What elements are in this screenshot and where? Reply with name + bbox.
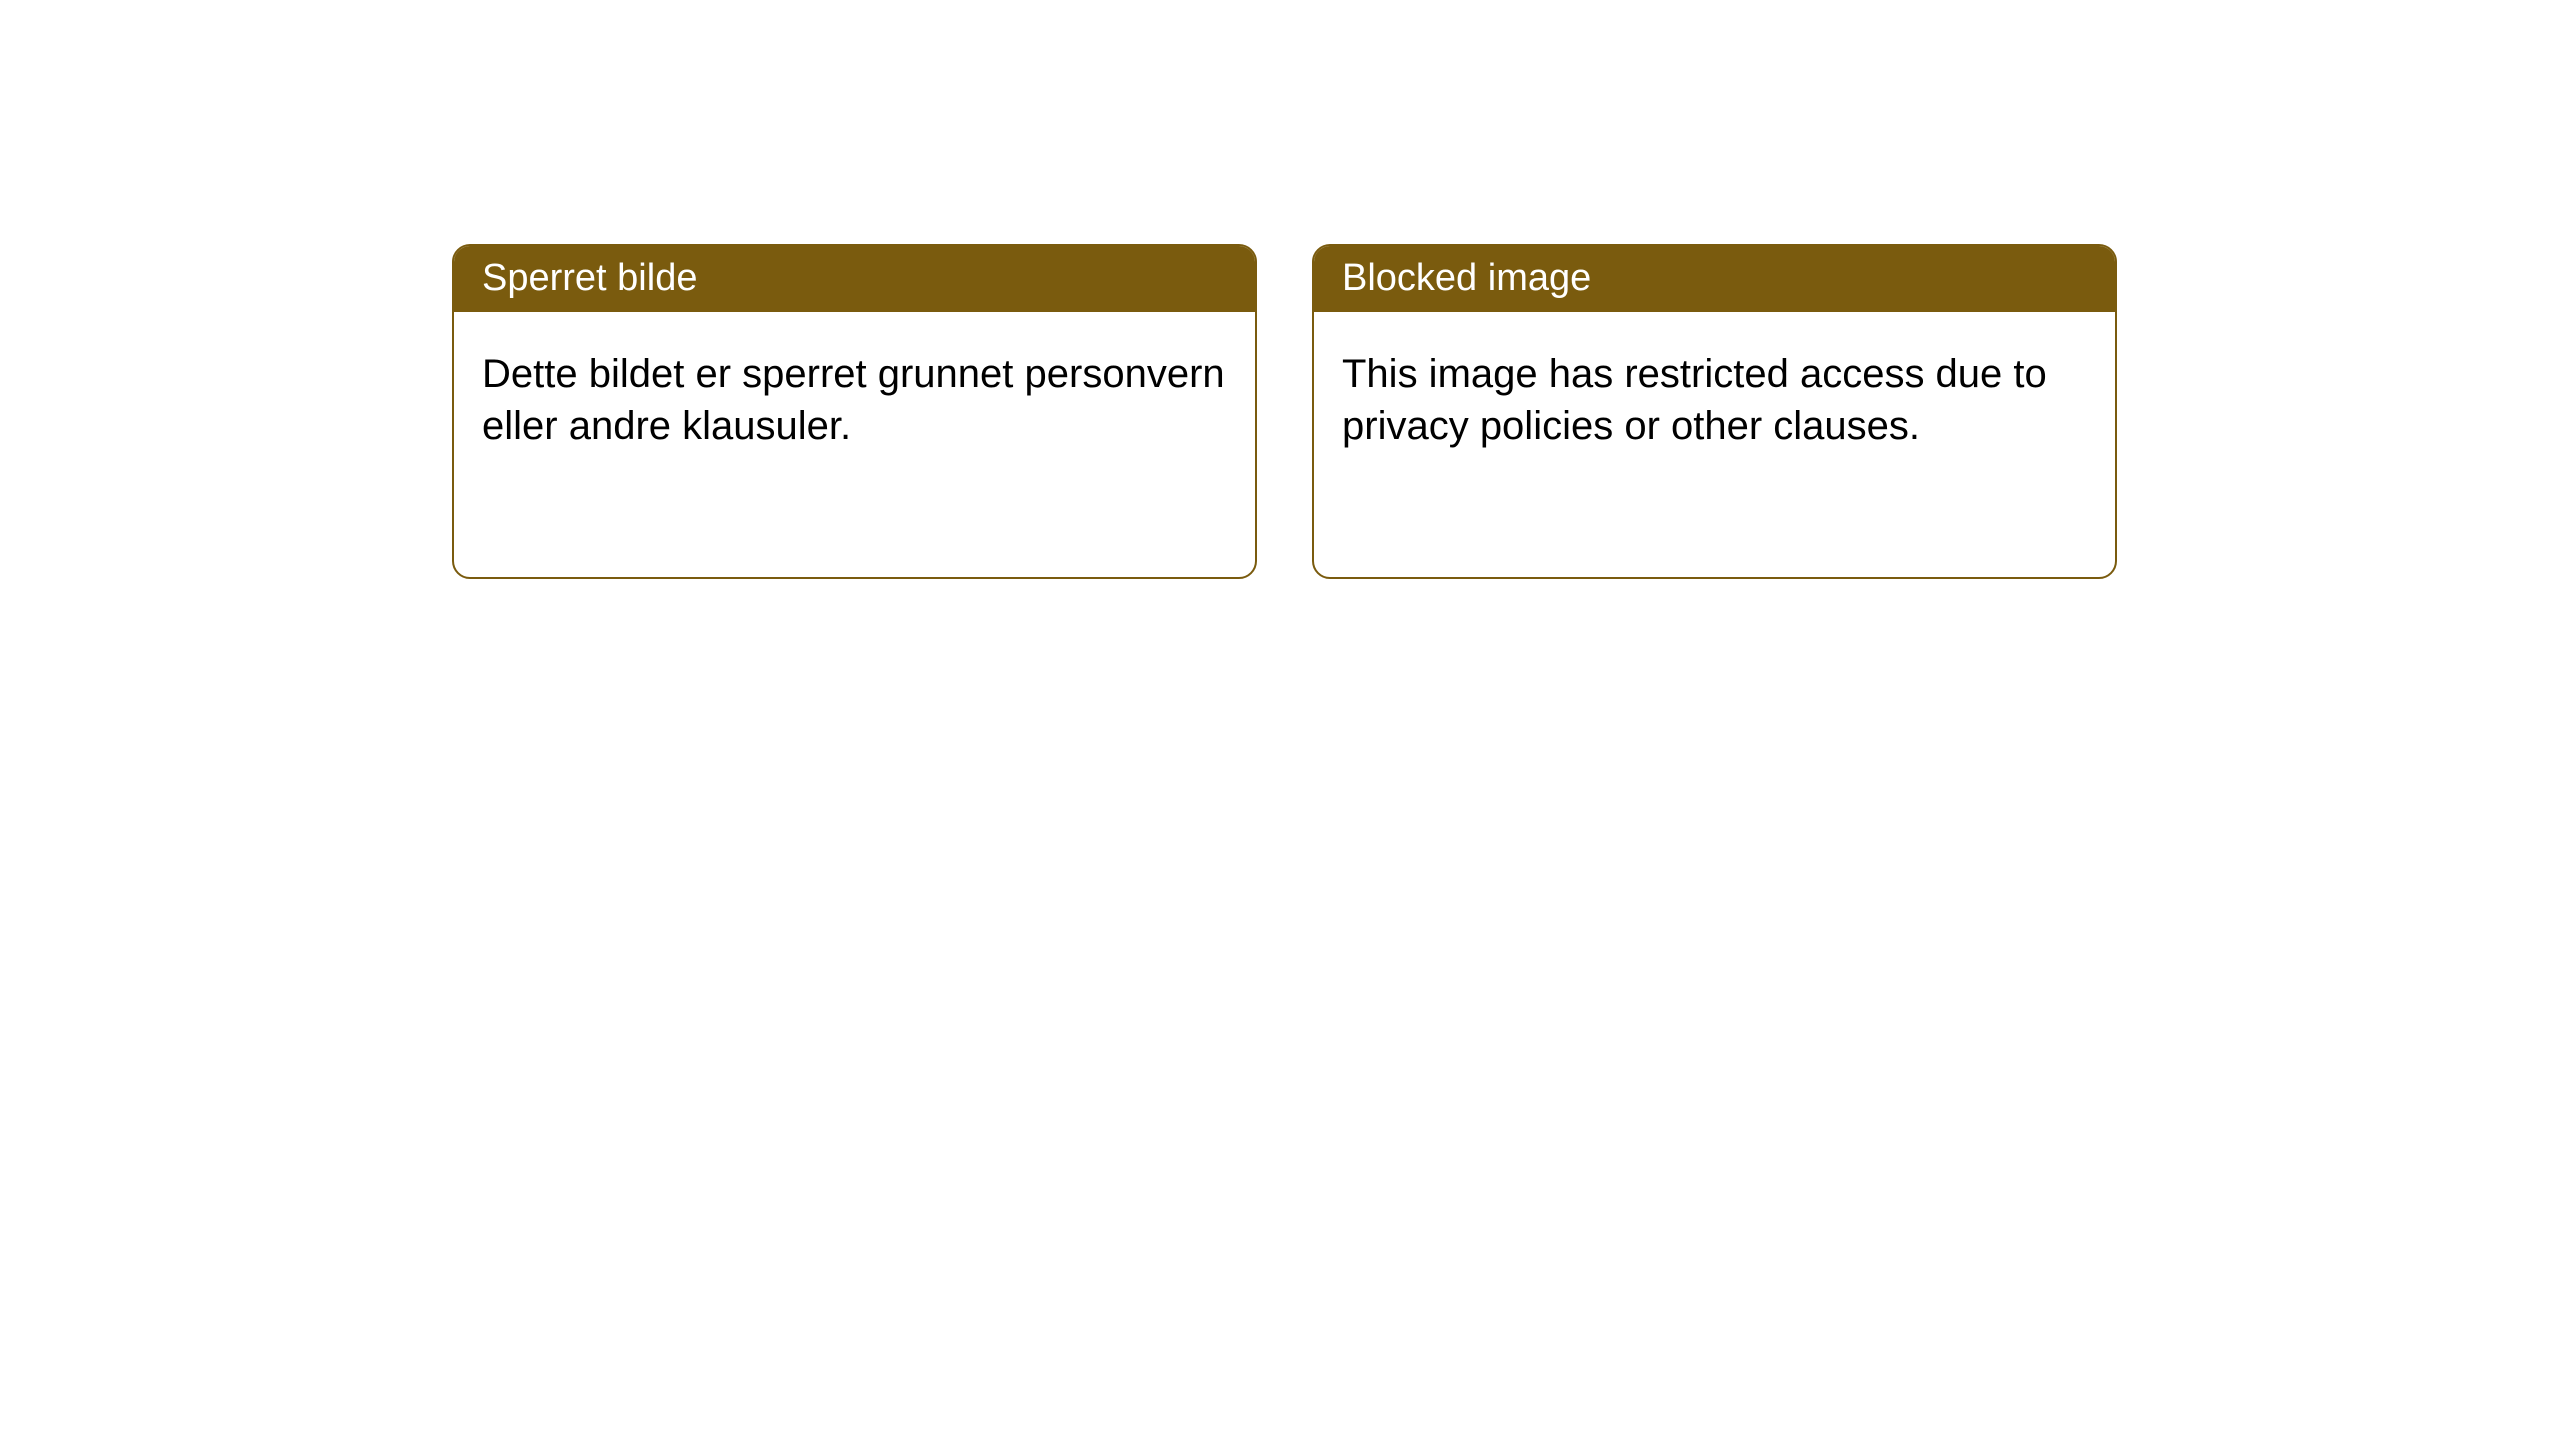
notice-card-norwegian: Sperret bilde Dette bildet er sperret gr… <box>452 244 1257 579</box>
notice-container: Sperret bilde Dette bildet er sperret gr… <box>0 0 2560 579</box>
card-body-norwegian: Dette bildet er sperret grunnet personve… <box>454 312 1255 488</box>
notice-card-english: Blocked image This image has restricted … <box>1312 244 2117 579</box>
card-body-english: This image has restricted access due to … <box>1314 312 2115 488</box>
card-title-norwegian: Sperret bilde <box>454 246 1255 312</box>
card-title-english: Blocked image <box>1314 246 2115 312</box>
